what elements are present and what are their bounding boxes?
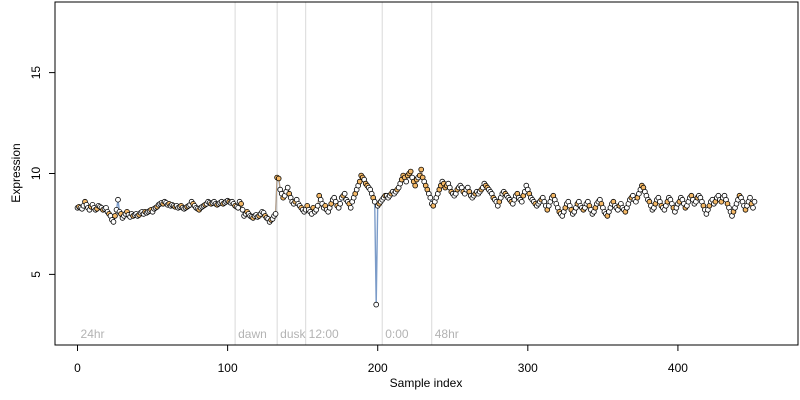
phase-label-2: 12:00 — [309, 327, 339, 341]
data-point — [347, 205, 354, 211]
data-point — [518, 198, 525, 205]
data-point — [337, 201, 344, 207]
data-point — [110, 219, 117, 225]
y-tick-label: 15 — [29, 66, 43, 80]
series-line-primary — [77, 169, 756, 305]
data-point — [371, 198, 378, 205]
y-tick-label: 5 — [29, 271, 43, 278]
data-point — [750, 205, 756, 211]
data-point — [407, 168, 414, 175]
data-point — [272, 211, 279, 217]
data-point — [275, 175, 282, 182]
data-point — [403, 178, 410, 185]
start-label: 24hr — [81, 327, 105, 341]
plot-frame — [54, 1, 799, 346]
data-point — [238, 201, 244, 207]
data-point — [115, 196, 121, 203]
series-lines — [77, 168, 756, 305]
x-axis-title: Sample index — [390, 376, 463, 390]
data-points — [74, 166, 758, 308]
x-tick-label: 300 — [518, 361, 538, 375]
data-point — [284, 184, 291, 191]
data-point — [412, 182, 419, 189]
data-point — [751, 198, 758, 205]
x-tick-label: 100 — [218, 361, 238, 375]
x-tick-label: 0 — [74, 361, 81, 375]
x-tick-label: 200 — [368, 361, 388, 375]
data-point — [235, 205, 241, 211]
y-axis: 5 10 15 — [29, 66, 56, 278]
data-point — [314, 203, 321, 209]
x-tick-label: 400 — [668, 361, 688, 375]
data-point — [239, 207, 246, 213]
data-point — [427, 194, 434, 201]
phase-label-0: dawn — [238, 327, 267, 341]
y-axis-title: Expression — [9, 143, 23, 202]
phase-label-3: 0:00 — [385, 327, 409, 341]
y-tick-label: 10 — [29, 167, 43, 181]
data-point — [418, 166, 425, 173]
data-point — [373, 301, 380, 308]
data-point — [112, 213, 118, 219]
data-point — [747, 194, 753, 201]
phase-label-4: 48hr — [435, 327, 459, 341]
series-line-secondary — [77, 168, 754, 222]
x-axis: 0 100 200 300 400 — [74, 344, 688, 375]
phase-labels: dawn dusk 12:00 0:00 48hr 24hr — [81, 327, 459, 341]
data-point — [341, 190, 348, 197]
data-point — [356, 178, 363, 185]
phase-divider-lines — [234, 2, 433, 345]
phase-label-1: dusk — [280, 327, 306, 341]
